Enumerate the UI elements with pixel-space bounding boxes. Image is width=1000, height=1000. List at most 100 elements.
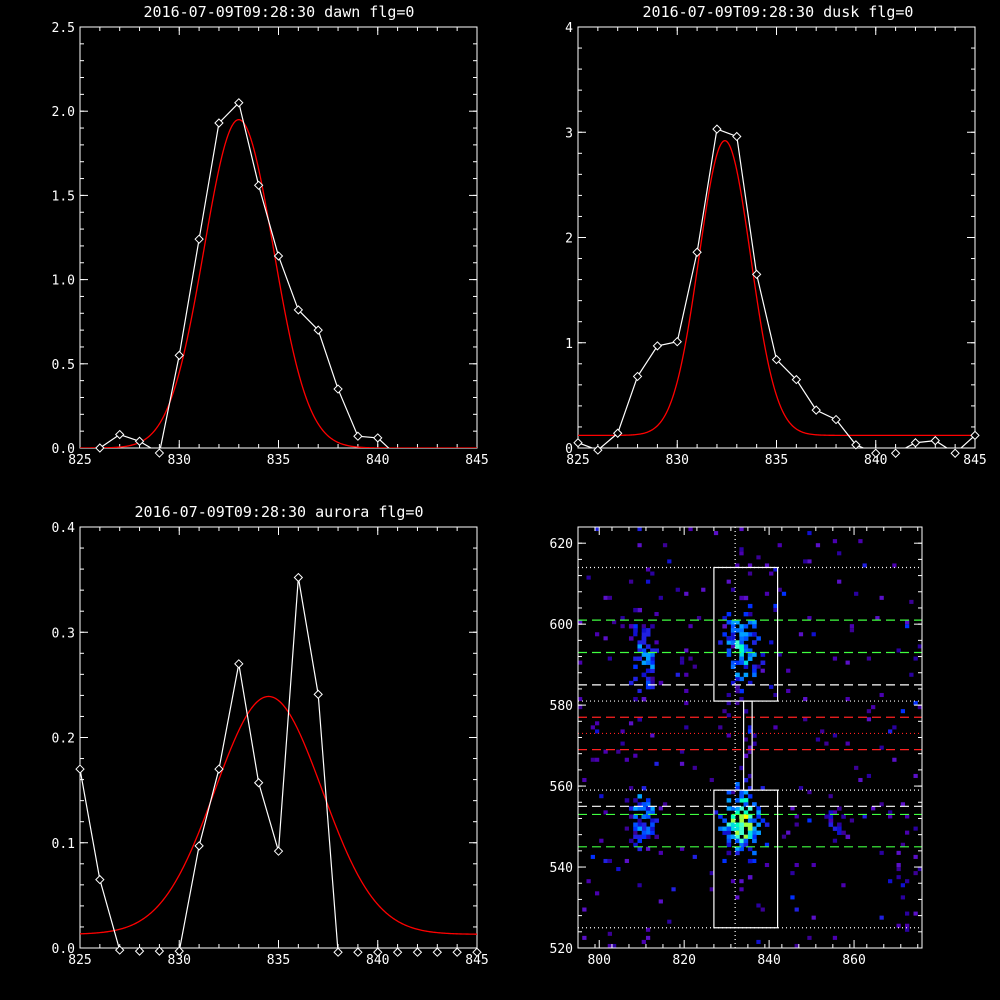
heatmap-pixel [679, 749, 685, 754]
heatmap-pixel [739, 644, 744, 649]
heatmap-pixel [722, 616, 727, 621]
heatmap-pixel [739, 794, 744, 799]
heatmap-pixel [730, 806, 736, 811]
heatmap-pixel [752, 652, 757, 657]
heatmap-pixel [726, 822, 732, 827]
y-tick-label: 0.2 [52, 732, 75, 747]
x-tick-label: 825 [68, 953, 91, 968]
heatmap-pixel [794, 943, 799, 948]
heatmap-pixel [641, 822, 647, 827]
data-point-marker [652, 341, 663, 351]
heatmap-pixel [645, 802, 651, 807]
data-point-marker [771, 354, 782, 365]
y-tick-label: 580 [550, 699, 573, 714]
heatmap-pixel [582, 935, 587, 940]
x-tick-label: 830 [168, 453, 191, 468]
heatmap-pixel [586, 575, 591, 580]
heatmap-pixel [637, 802, 643, 807]
heatmap-pixel [739, 676, 744, 682]
heatmap-pixel [620, 616, 625, 621]
heatmap-pixel [871, 705, 876, 710]
heatmap-pixel [900, 883, 906, 888]
heatmap-pixel [747, 773, 753, 779]
heatmap-pixel [858, 777, 863, 783]
heatmap-pixel [752, 834, 757, 839]
heatmap-pixel [611, 943, 617, 948]
x-tick-label: 835 [765, 453, 788, 468]
heatmap-pixel [743, 798, 749, 803]
heatmap-pixel [837, 806, 842, 811]
heatmap-pixel [760, 668, 765, 673]
heatmap-pixel [849, 624, 855, 629]
heatmap-pixel [735, 640, 740, 645]
heatmap-pixel [735, 834, 740, 839]
heatmap-pixel [875, 616, 880, 621]
heatmap-pixel [794, 907, 799, 912]
heatmap-pixel [764, 842, 770, 847]
heatmap-pixel [607, 931, 612, 936]
heatmap-pixel [879, 745, 884, 750]
heatmap-pixel [594, 757, 600, 762]
heatmap-pixel [645, 810, 651, 815]
heatmap-pixel [743, 822, 749, 827]
heatmap-pixel [905, 830, 910, 835]
heatmap-pixel [662, 802, 668, 807]
heatmap-pixel [709, 871, 714, 876]
heatmap-pixel [726, 850, 732, 856]
heatmap-pixel [888, 814, 893, 819]
heatmap-pixel [747, 620, 753, 625]
heatmap-pixel [832, 935, 838, 940]
heatmap-pixel [633, 628, 638, 633]
heatmap-pixel [752, 838, 757, 844]
heatmap-pixel [828, 818, 834, 823]
data-point-marker [353, 947, 363, 957]
heatmap-pixel [837, 579, 842, 584]
heatmap-pixel [845, 834, 851, 839]
heatmap-pixel [756, 830, 761, 835]
heatmap-pixel [837, 830, 842, 835]
y-tick-label: 560 [550, 780, 573, 795]
heatmap-pixel [667, 559, 672, 564]
heatmap-pixel [641, 660, 647, 665]
heatmap-pixel [633, 676, 638, 682]
data-point-marker [95, 443, 105, 453]
data-point-marker [950, 448, 960, 458]
heatmap-pixel [896, 648, 901, 653]
heatmap-pixel [913, 911, 918, 916]
heatmap-pixel [650, 810, 655, 815]
heatmap-pixel [841, 814, 846, 819]
heatmap-pixel [730, 834, 736, 839]
heatmap-pixel [735, 672, 740, 678]
heatmap-pixel [866, 773, 872, 778]
heatmap-pixel [722, 709, 727, 714]
heatmap-pixel [735, 846, 740, 852]
heatmap-pixel [900, 709, 906, 714]
data-point-marker [174, 350, 184, 361]
heatmap-pixel [637, 543, 642, 548]
heatmap-pixel [637, 826, 643, 831]
heatmap-pixel [786, 688, 791, 693]
plot-frame-0 [79, 26, 478, 449]
y-tick-label: 4 [565, 21, 573, 36]
data-point-marker [114, 945, 125, 955]
heatmap-pixel [637, 656, 643, 661]
data-line-0 [98, 101, 390, 448]
heatmap-pixel [679, 656, 685, 661]
heatmap-pixel [696, 616, 702, 621]
y-tick-label: 0.1 [52, 837, 75, 852]
heatmap-pixel [752, 733, 757, 738]
heatmap-pixel [747, 818, 753, 823]
y-tick-label: 0 [565, 442, 573, 457]
heatmap-pixel [752, 672, 757, 678]
heatmap-pixel [730, 660, 736, 665]
heatmap-pixel [866, 709, 872, 714]
heatmap-pixel [798, 786, 804, 791]
heatmap-pixel [807, 531, 812, 536]
heatmap-pixel [633, 624, 638, 629]
heatmap-pixel [854, 765, 859, 770]
heatmap-pixel [654, 612, 659, 617]
heatmap-pixel [633, 632, 638, 637]
heatmap-pixel [879, 595, 884, 600]
heatmap-pixel [913, 826, 918, 831]
heatmap-pixel [879, 802, 884, 807]
